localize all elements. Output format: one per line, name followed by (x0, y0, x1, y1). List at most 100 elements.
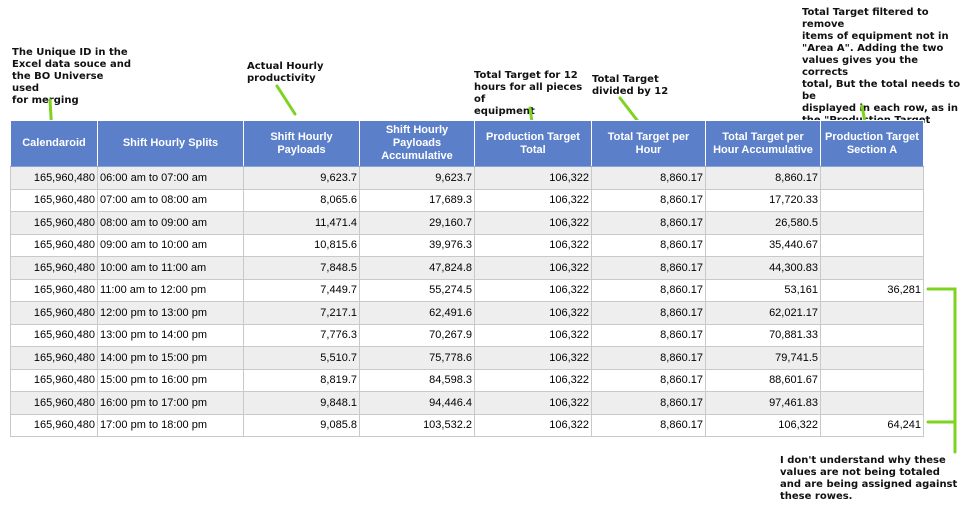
table-row: 165,960,480 08:00 am to 09:00 am 11,471.4 2… (10, 211, 924, 235)
table-row: 165,960,480 15:00 pm to 16:00 pm 8,819.7 84… (10, 368, 924, 392)
cell-payload-accumulative: 84,598.3 (359, 368, 475, 392)
cell-payload: 8,065.6 (243, 188, 360, 212)
cell-target-accumulative: 62,021.17 (705, 301, 821, 325)
annotation-dont-understand: I don't understand why these values are … (780, 455, 958, 502)
cell-payload: 7,776.3 (243, 323, 360, 347)
production-report-table: Calendaroid Shift Hourly Splits Shift Ho… (10, 120, 924, 437)
cell-target-total: 106,322 (474, 211, 592, 235)
cell-payload-accumulative: 70,267.9 (359, 323, 475, 347)
cell-calendaroid: 165,960,480 (10, 256, 98, 280)
header-production-target-section-a: Production Target Section A (820, 120, 924, 167)
cell-target-total: 106,322 (474, 278, 592, 302)
annotation-actual-hourly: Actual Hourly productivity (247, 61, 324, 84)
cell-payload: 5,510.7 (243, 346, 360, 370)
cell-target-per-hour: 8,860.17 (591, 211, 706, 235)
cell-target-total: 106,322 (474, 233, 592, 257)
cell-target-per-hour: 8,860.17 (591, 391, 706, 415)
cell-target-section-a (820, 391, 924, 415)
cell-target-per-hour: 8,860.17 (591, 413, 706, 437)
cell-target-section-a (820, 166, 924, 190)
cell-target-total: 106,322 (474, 368, 592, 392)
cell-calendaroid: 165,960,480 (10, 278, 98, 302)
cell-payload-accumulative: 17,689.3 (359, 188, 475, 212)
cell-calendaroid: 165,960,480 (10, 346, 98, 370)
cell-payload: 10,815.6 (243, 233, 360, 257)
cell-target-accumulative: 53,161 (705, 278, 821, 302)
table-row: 165,960,480 16:00 pm to 17:00 pm 9,848.1 94… (10, 391, 924, 415)
table-header-row: Calendaroid Shift Hourly Splits Shift Ho… (10, 120, 924, 167)
cell-shift-split: 15:00 pm to 16:00 pm (97, 368, 244, 392)
cell-target-accumulative: 70,881.33 (705, 323, 821, 347)
cell-shift-split: 09:00 am to 10:00 am (97, 233, 244, 257)
cell-payload: 9,623.7 (243, 166, 360, 190)
cell-target-per-hour: 8,860.17 (591, 346, 706, 370)
table-row: 165,960,480 14:00 pm to 15:00 pm 5,510.7 75… (10, 346, 924, 370)
cell-shift-split: 10:00 am to 11:00 am (97, 256, 244, 280)
cell-target-accumulative: 79,741.5 (705, 346, 821, 370)
cell-shift-split: 14:00 pm to 15:00 pm (97, 346, 244, 370)
header-production-target-total: Production Target Total (474, 120, 592, 167)
annotation-total-target-12: Total Target for 12 hours for all pieces… (474, 70, 583, 117)
cell-shift-split: 07:00 am to 08:00 am (97, 188, 244, 212)
cell-target-section-a (820, 233, 924, 257)
cell-payload-accumulative: 29,160.7 (359, 211, 475, 235)
cell-target-total: 106,322 (474, 166, 592, 190)
header-total-target-per-hour: Total Target per Hour (591, 120, 706, 167)
cell-payload-accumulative: 103,532.2 (359, 413, 475, 437)
table-row: 165,960,480 17:00 pm to 18:00 pm 9,085.8 10… (10, 413, 924, 437)
cell-payload-accumulative: 75,778.6 (359, 346, 475, 370)
cell-calendaroid: 165,960,480 (10, 211, 98, 235)
header-calendaroid: Calendaroid (10, 120, 98, 167)
cell-target-per-hour: 8,860.17 (591, 301, 706, 325)
cell-shift-split: 12:00 pm to 13:00 pm (97, 301, 244, 325)
cell-target-section-a (820, 323, 924, 347)
cell-target-accumulative: 44,300.83 (705, 256, 821, 280)
cell-payload-accumulative: 39,976.3 (359, 233, 475, 257)
cell-target-total: 106,322 (474, 256, 592, 280)
cell-target-total: 106,322 (474, 391, 592, 415)
cell-target-total: 106,322 (474, 413, 592, 437)
cell-target-per-hour: 8,860.17 (591, 188, 706, 212)
table-row: 165,960,480 09:00 am to 10:00 am 10,815.6 3… (10, 233, 924, 257)
cell-payload: 7,848.5 (243, 256, 360, 280)
cell-target-section-a: 36,281 (820, 278, 924, 302)
cell-target-section-a (820, 211, 924, 235)
cell-shift-split: 08:00 am to 09:00 am (97, 211, 244, 235)
header-target-per-hour-accumulative: Total Target per Hour Accumulative (705, 120, 821, 167)
cell-shift-split: 11:00 am to 12:00 pm (97, 278, 244, 302)
cell-target-per-hour: 8,860.17 (591, 323, 706, 347)
cell-payload: 7,449.7 (243, 278, 360, 302)
cell-calendaroid: 165,960,480 (10, 301, 98, 325)
cell-target-per-hour: 8,860.17 (591, 233, 706, 257)
cell-payload-accumulative: 55,274.5 (359, 278, 475, 302)
cell-target-section-a (820, 301, 924, 325)
cell-payload: 8,819.7 (243, 368, 360, 392)
cell-target-total: 106,322 (474, 301, 592, 325)
table-body: 165,960,480 06:00 am to 07:00 am 9,623.7 9,… (10, 166, 924, 437)
table-row: 165,960,480 06:00 am to 07:00 am 9,623.7 9,… (10, 166, 924, 190)
cell-target-per-hour: 8,860.17 (591, 256, 706, 280)
cell-target-accumulative: 35,440.67 (705, 233, 821, 257)
table-row: 165,960,480 07:00 am to 08:00 am 8,065.6 17… (10, 188, 924, 212)
cell-shift-split: 06:00 am to 07:00 am (97, 166, 244, 190)
cell-target-section-a (820, 188, 924, 212)
table-row: 165,960,480 12:00 pm to 13:00 pm 7,217.1 62… (10, 301, 924, 325)
cell-target-section-a (820, 368, 924, 392)
cell-calendaroid: 165,960,480 (10, 323, 98, 347)
cell-payload: 9,085.8 (243, 413, 360, 437)
cell-payload: 9,848.1 (243, 391, 360, 415)
cell-target-accumulative: 8,860.17 (705, 166, 821, 190)
header-shift-hourly-splits: Shift Hourly Splits (97, 120, 244, 167)
cell-payload: 7,217.1 (243, 301, 360, 325)
cell-shift-split: 16:00 pm to 17:00 pm (97, 391, 244, 415)
cell-target-total: 106,322 (474, 323, 592, 347)
table-row: 165,960,480 11:00 am to 12:00 pm 7,449.7 55… (10, 278, 924, 302)
annotation-divided-by-12: Total Target divided by 12 (592, 74, 669, 97)
cell-calendaroid: 165,960,480 (10, 391, 98, 415)
cell-target-accumulative: 17,720.33 (705, 188, 821, 212)
connector-row-values (926, 287, 957, 424)
cell-target-per-hour: 8,860.17 (591, 278, 706, 302)
cell-target-accumulative: 97,461.83 (705, 391, 821, 415)
cell-target-accumulative: 88,601.67 (705, 368, 821, 392)
cell-calendaroid: 165,960,480 (10, 413, 98, 437)
